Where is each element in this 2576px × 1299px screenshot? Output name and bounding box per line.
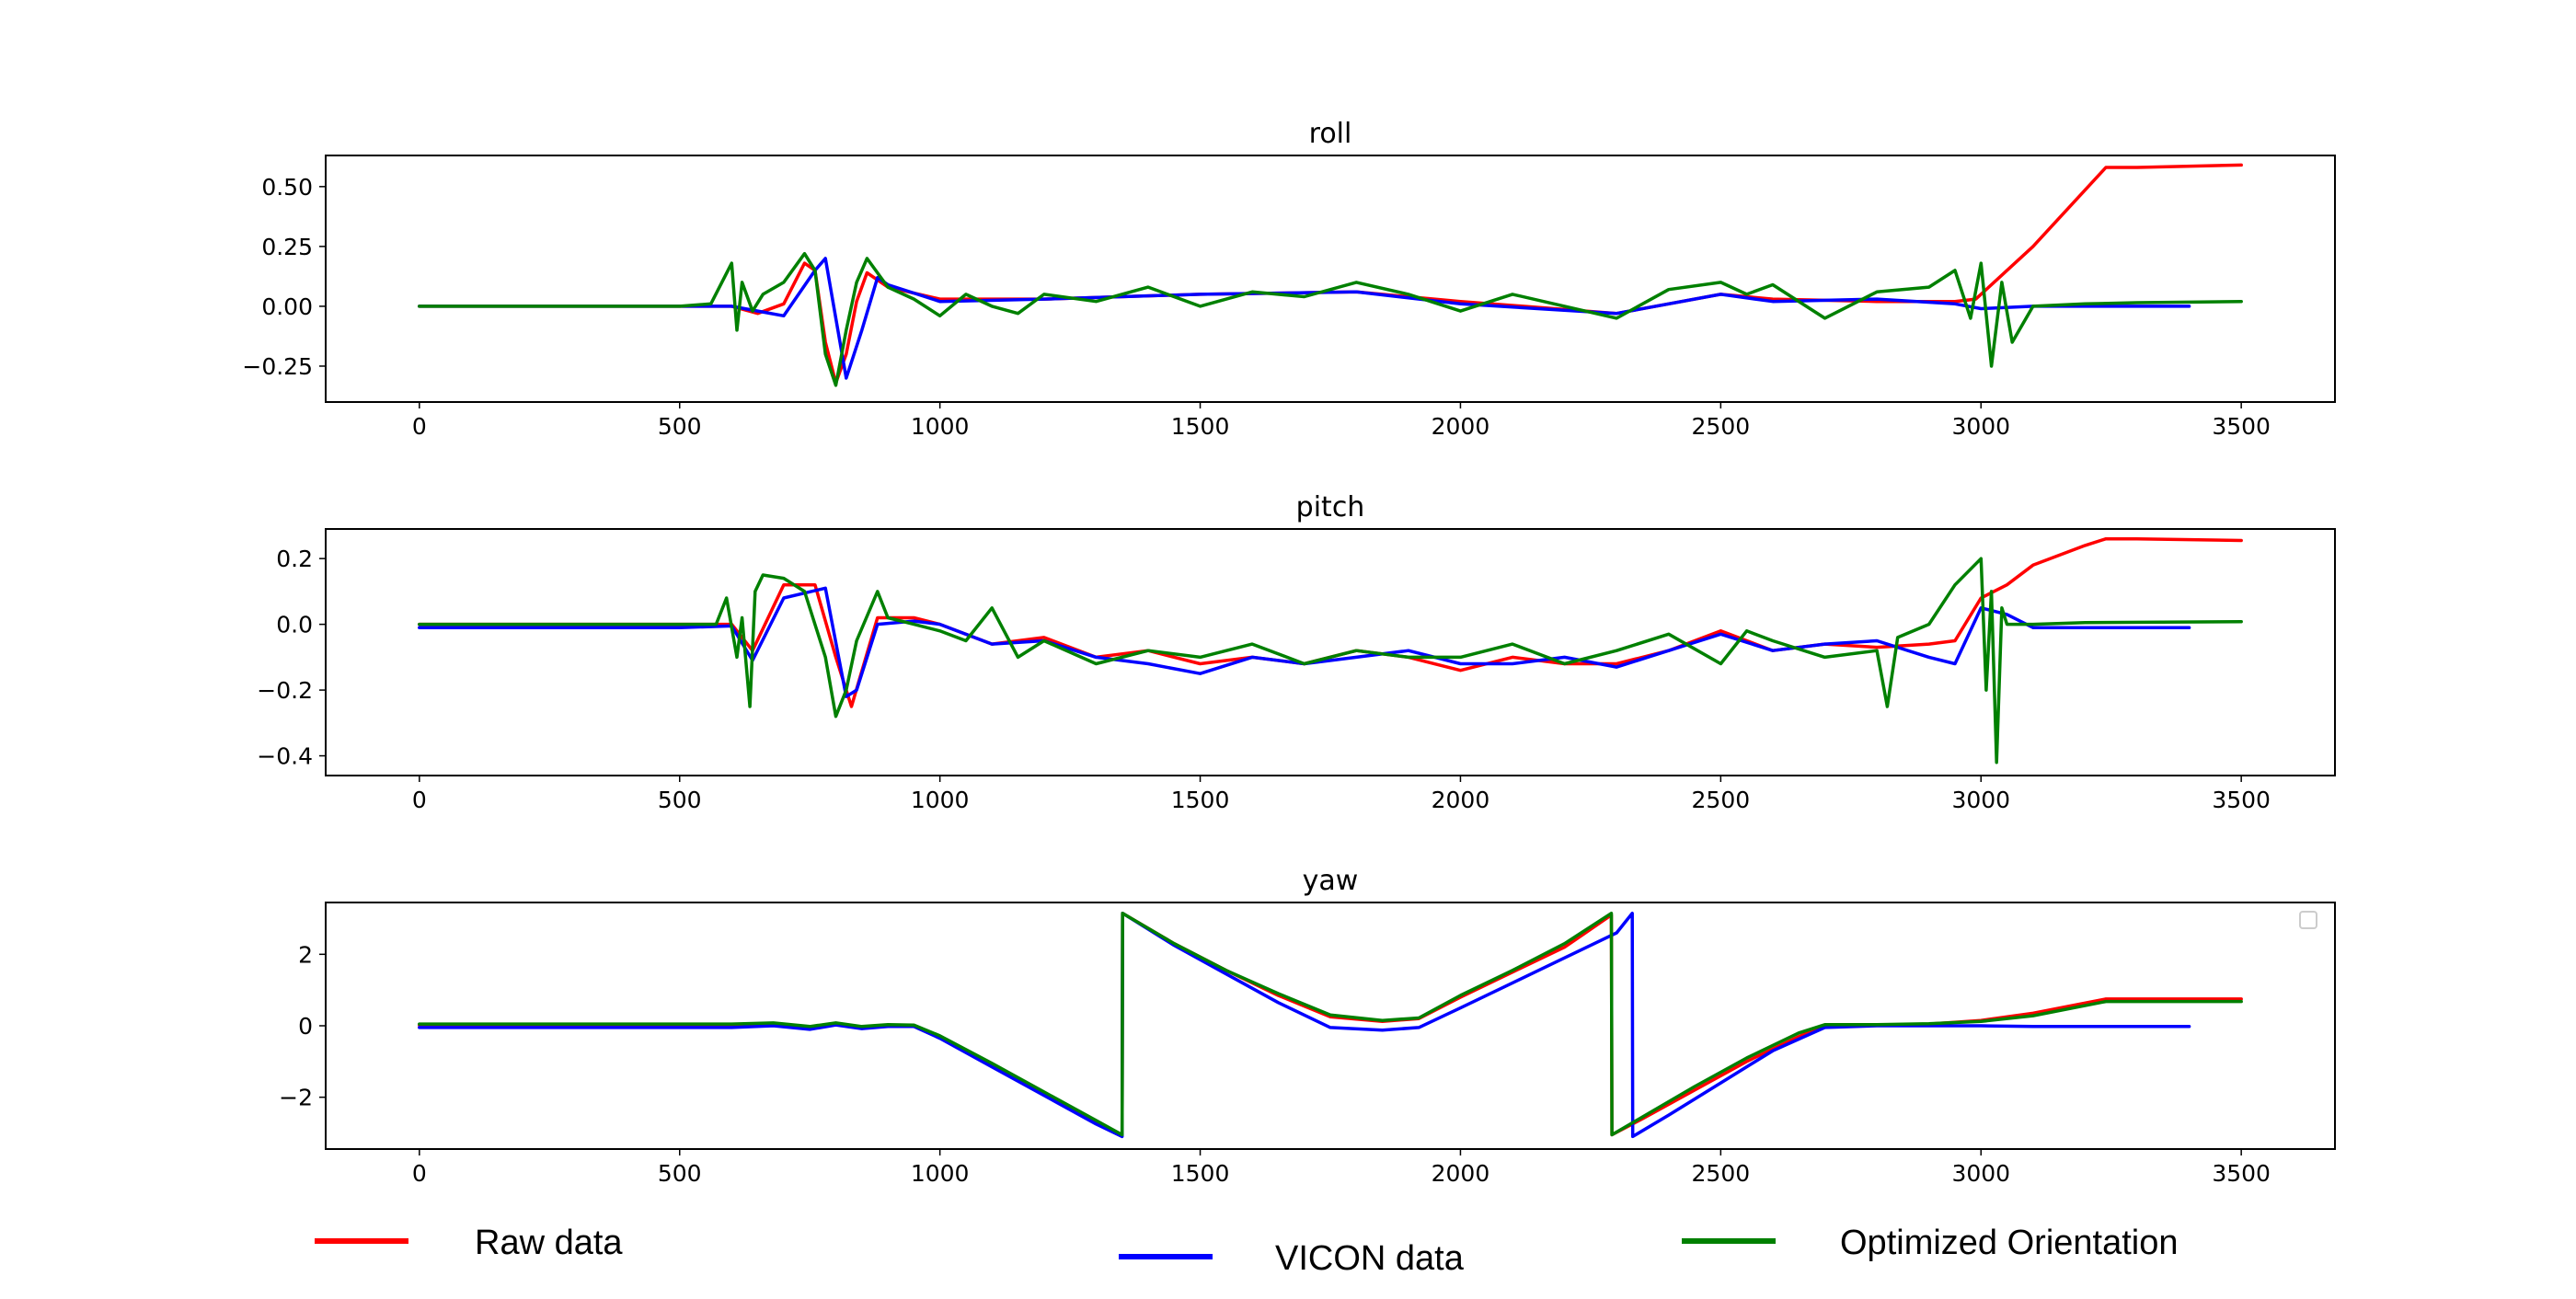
yaw-xtick-label: 0 bbox=[412, 1160, 427, 1187]
roll-xtick-label: 3500 bbox=[2212, 413, 2271, 440]
yaw-xtick-label: 1000 bbox=[911, 1160, 970, 1187]
yaw-ytick-label: −2 bbox=[279, 1085, 313, 1111]
empty-legend-box bbox=[2299, 911, 2317, 929]
yaw-title: yaw bbox=[1303, 865, 1359, 897]
roll-subplot: roll 0 500 1000 1500 2000 2500 3000 3500 0.50 0.25… bbox=[242, 118, 2336, 440]
pitch-series-vicon-data bbox=[418, 586, 2191, 698]
roll-xtick-label: 2000 bbox=[1432, 413, 1490, 440]
roll-ytick-label: 0.00 bbox=[261, 293, 313, 320]
pitch-xtick-label: 2000 bbox=[1432, 787, 1490, 813]
roll-xtick-label: 500 bbox=[658, 413, 702, 440]
roll-series-raw-data bbox=[418, 163, 2243, 385]
pitch-xtick-label: 3500 bbox=[2212, 787, 2271, 813]
roll-xtick-label: 2500 bbox=[1692, 413, 1751, 440]
pitch-xtick-label: 500 bbox=[658, 787, 702, 813]
pitch-axes-frame bbox=[325, 528, 2336, 776]
pitch-xtick-label: 0 bbox=[412, 787, 427, 813]
roll-title: roll bbox=[1309, 118, 1352, 150]
roll-axes-frame bbox=[325, 155, 2336, 403]
roll-series-optimized-orientation bbox=[418, 251, 2243, 387]
yaw-xtick-label: 2500 bbox=[1692, 1160, 1751, 1187]
pitch-subplot: pitch 0 500 1000 1500 2000 2500 3000 3500 0.2 0.0 −… bbox=[257, 491, 2336, 813]
pitch-xtick-label: 1500 bbox=[1171, 787, 1230, 813]
yaw-ytick-label: 0 bbox=[298, 1013, 313, 1040]
yaw-xtick-label: 1500 bbox=[1171, 1160, 1230, 1187]
pitch-xtick-label: 1000 bbox=[911, 787, 970, 813]
pitch-series-group bbox=[418, 536, 2243, 764]
roll-ytick-label: 0.50 bbox=[261, 174, 313, 201]
yaw-series-optimized-orientation bbox=[418, 911, 2243, 1137]
pitch-series-optimized-orientation bbox=[418, 557, 2243, 764]
legend: Raw data VICON data Optimized Orientatio… bbox=[315, 1224, 2179, 1278]
yaw-subplot: yaw 0 500 1000 1500 2000 2500 3000 3500 2 0 −2 bbox=[279, 865, 2336, 1187]
roll-xtick-label: 0 bbox=[412, 413, 427, 440]
yaw-ytick-label: 2 bbox=[298, 941, 313, 968]
pitch-ytick-label: 0.2 bbox=[276, 546, 313, 572]
yaw-series-group bbox=[418, 911, 2243, 1139]
yaw-xtick-label: 500 bbox=[658, 1160, 702, 1187]
pitch-xtick-label: 3000 bbox=[1951, 787, 2010, 813]
legend-item-vicon-data: VICON data bbox=[1119, 1239, 1465, 1278]
roll-xtick-label: 1500 bbox=[1171, 413, 1230, 440]
roll-xtick-label: 3000 bbox=[1951, 413, 2010, 440]
legend-label-vicon-data: VICON data bbox=[1275, 1239, 1465, 1278]
pitch-ytick-label: 0.0 bbox=[276, 612, 313, 638]
yaw-xtick-label: 3500 bbox=[2212, 1160, 2271, 1187]
roll-series-vicon-data bbox=[418, 257, 2191, 380]
roll-xtick-label: 1000 bbox=[911, 413, 970, 440]
legend-item-optimized-orientation: Optimized Orientation bbox=[1682, 1224, 2179, 1262]
pitch-ytick-label: −0.4 bbox=[257, 743, 313, 770]
legend-label-optimized-orientation: Optimized Orientation bbox=[1840, 1224, 2179, 1262]
legend-item-raw-data: Raw data bbox=[315, 1224, 623, 1262]
yaw-xtick-label: 3000 bbox=[1951, 1160, 2010, 1187]
yaw-xtick-label: 2000 bbox=[1432, 1160, 1490, 1187]
roll-ytick-label: 0.25 bbox=[261, 234, 313, 260]
roll-series-group bbox=[418, 163, 2243, 387]
pitch-ytick-label: −0.2 bbox=[257, 677, 313, 704]
pitch-title: pitch bbox=[1296, 491, 1365, 523]
pitch-xtick-label: 2500 bbox=[1692, 787, 1751, 813]
yaw-series-vicon-data bbox=[418, 911, 2191, 1139]
roll-ytick-label: −0.25 bbox=[242, 353, 313, 380]
legend-label-raw-data: Raw data bbox=[475, 1224, 623, 1262]
